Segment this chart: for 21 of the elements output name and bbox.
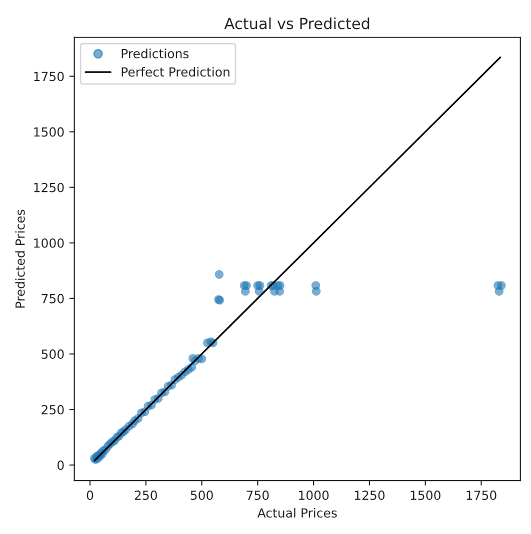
y-tick-label: 0 [57,460,64,470]
x-tick-label: 500 [190,490,213,500]
x-tick-label: 0 [86,490,94,500]
x-tick-label: 1000 [299,490,329,500]
x-tick-label: 1500 [410,490,440,500]
y-tick-label: 500 [42,349,64,359]
y-tick-label: 1000 [34,238,64,248]
legend-label: Perfect Prediction [122,66,230,77]
x-tick-label: 1750 [466,490,496,500]
chart-title: Actual vs Predicted [224,17,370,30]
y-tick-label: 750 [42,294,64,304]
y-tick-label: 1750 [34,72,64,82]
y-axis-title: Predicted Prices [15,210,25,308]
y-tick-label: 250 [42,404,64,414]
x-tick-label: 250 [134,490,157,500]
legend-label: Predictions [122,48,189,58]
x-tick-label: 750 [246,490,269,500]
y-tick-label: 1500 [34,127,64,137]
y-tick-label: 1250 [34,182,64,192]
x-axis-title: Actual Prices [257,508,337,518]
x-tick-label: 1250 [354,490,385,500]
